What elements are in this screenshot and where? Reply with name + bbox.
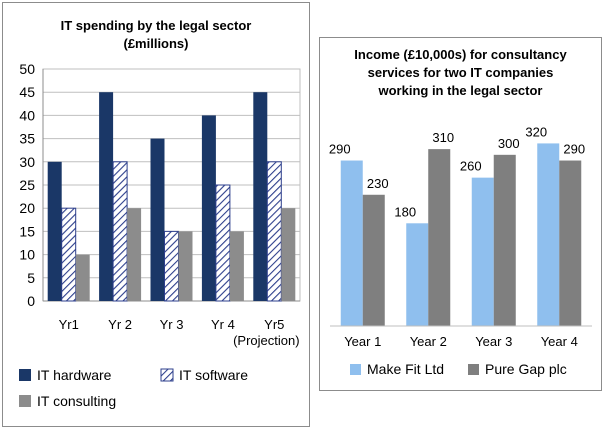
y-tick-label: 40	[19, 107, 35, 123]
bar-it-hardware	[99, 92, 114, 301]
y-tick-label: 0	[27, 293, 35, 309]
bar-pure-gap-plc	[493, 154, 516, 326]
legend-swatch	[160, 368, 174, 382]
data-label: 260	[460, 159, 482, 174]
legend-label: IT software	[179, 367, 248, 383]
legend-label: IT consulting	[37, 393, 116, 409]
legend-swatch	[350, 364, 361, 375]
it-spending-chart-title: IT spending by the legal sector (£millio…	[3, 17, 309, 53]
bar-pure-gap-plc	[362, 194, 385, 326]
bar-it-hardware	[253, 92, 268, 301]
data-label: 230	[367, 176, 389, 191]
data-label: 180	[394, 204, 416, 219]
y-tick-label: 5	[27, 270, 35, 286]
legend-label: IT hardware	[37, 367, 112, 383]
bar-make-fit-ltd	[537, 143, 560, 326]
bar-it-hardware	[47, 161, 62, 301]
x-tick-label: Yr1	[59, 317, 79, 332]
x-tick-note: (Projection)	[233, 333, 299, 348]
bar-it-consulting	[281, 208, 296, 301]
y-tick-label: 25	[19, 177, 35, 193]
y-tick-label: 30	[19, 154, 35, 170]
consultancy-income-chart-title: Income (£10,000s) for consultancy servic…	[320, 46, 601, 100]
bar-make-fit-ltd	[406, 223, 429, 326]
x-tick-label: Yr5	[264, 317, 284, 332]
bar-make-fit-ltd	[340, 160, 363, 326]
consultancy-income-chart-svg: 290 230 Year 1 180 310 Year 2 260 300 Year 3 320 2…	[329, 124, 592, 377]
x-tick-label: Yr 4	[211, 317, 235, 332]
bar-it-software	[112, 161, 128, 302]
y-tick-label: 45	[19, 84, 35, 100]
it-spending-title-line-1: IT spending by the legal sector	[60, 18, 252, 33]
legend-swatch	[19, 369, 31, 381]
bar-it-hardware	[150, 138, 165, 301]
it-spending-chart-panel: IT spending by the legal sector (£millio…	[2, 2, 310, 427]
y-tick-label: 10	[19, 247, 35, 263]
it-spending-chart-svg: 0 5 10 15 20 25 30 35 40 45 50 Yr1 Yr 2 Yr 3 Yr 4 Yr5(P…	[19, 61, 301, 409]
data-label: 320	[525, 124, 547, 139]
data-label: 310	[432, 130, 454, 145]
bar-pure-gap-plc	[428, 149, 451, 326]
x-tick-label: Year 4	[541, 334, 578, 349]
income-title-line-1: Income (£10,000s) for consultancy	[354, 47, 567, 62]
y-tick-label: 20	[19, 200, 35, 216]
legend-label: Make Fit Ltd	[367, 361, 444, 377]
bar-it-consulting	[229, 231, 244, 301]
bar-it-consulting	[127, 208, 142, 301]
income-title-line-3: working in the legal sector	[378, 83, 543, 98]
bar-make-fit-ltd	[471, 177, 494, 326]
x-tick-label: Year 1	[344, 334, 381, 349]
x-tick-label: Yr 3	[160, 317, 184, 332]
income-title-line-2: services for two IT companies	[367, 65, 554, 80]
legend-swatch	[468, 364, 479, 375]
it-spending-title-line-2: (£millions)	[123, 36, 189, 51]
consultancy-income-chart-panel: Income (£10,000s) for consultancy servic…	[319, 37, 602, 391]
y-tick-label: 15	[19, 223, 35, 239]
x-tick-label: Year 2	[410, 334, 447, 349]
legend-swatch	[19, 395, 31, 407]
bar-it-software	[164, 230, 179, 302]
y-tick-label: 35	[19, 131, 35, 147]
data-label: 290	[329, 142, 351, 157]
bar-it-consulting	[178, 231, 193, 301]
bar-it-software	[215, 184, 231, 302]
x-tick-label: Year 3	[475, 334, 512, 349]
data-label: 290	[563, 142, 585, 157]
data-label: 300	[498, 136, 520, 151]
bar-pure-gap-plc	[559, 160, 582, 326]
y-tick-label: 50	[19, 61, 35, 77]
legend-label: Pure Gap plc	[485, 361, 567, 377]
bar-it-consulting	[75, 254, 90, 301]
bar-it-software	[266, 161, 282, 302]
bar-it-software	[61, 207, 77, 302]
x-tick-label: Yr 2	[108, 317, 132, 332]
bar-it-hardware	[201, 115, 216, 302]
